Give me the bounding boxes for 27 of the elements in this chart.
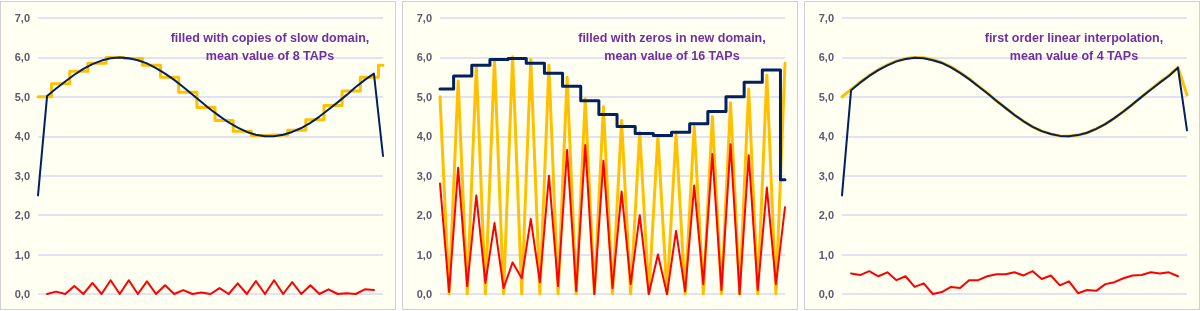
y-tick-label: 0,0 bbox=[818, 288, 834, 300]
y-tick-label: 2,0 bbox=[416, 209, 432, 222]
text: first order linear interpolation, mean value of 4 TAPs bbox=[984, 31, 1164, 63]
y-tick-label: 6,0 bbox=[818, 51, 834, 64]
y-tick-label: 1,0 bbox=[416, 248, 432, 261]
y-tick-label: 4,0 bbox=[818, 130, 834, 143]
text: filled with copies of slow domain, mean value of 8 TAPs bbox=[170, 31, 370, 63]
y-tick-label: 6,0 bbox=[14, 51, 30, 64]
y-tick-label: 7,0 bbox=[14, 12, 30, 24]
y-tick-label: 5,0 bbox=[818, 90, 834, 103]
y-tick-label: 7,0 bbox=[818, 12, 834, 24]
y-tick-label: 2,0 bbox=[818, 209, 834, 222]
y-tick-label: 4,0 bbox=[14, 130, 30, 143]
y-tick-label: 3,0 bbox=[14, 169, 30, 182]
y-tick-label: 0,0 bbox=[416, 288, 432, 300]
y-tick-label: 3,0 bbox=[818, 169, 834, 182]
y-tick-label: 1,0 bbox=[818, 248, 834, 261]
y-tick-label: 1,0 bbox=[14, 248, 30, 261]
y-tick-label: 5,0 bbox=[416, 90, 432, 103]
text: filled with zeros in new domain, mean value of 16 TAPs bbox=[578, 31, 766, 63]
y-tick-label: 3,0 bbox=[416, 169, 432, 182]
y-tick-label: 0,0 bbox=[14, 288, 30, 300]
y-tick-label: 7,0 bbox=[416, 12, 432, 24]
y-tick-label: 4,0 bbox=[416, 130, 432, 143]
y-tick-label: 2,0 bbox=[14, 209, 30, 222]
y-tick-label: 6,0 bbox=[416, 51, 432, 64]
y-tick-label: 5,0 bbox=[14, 90, 30, 103]
